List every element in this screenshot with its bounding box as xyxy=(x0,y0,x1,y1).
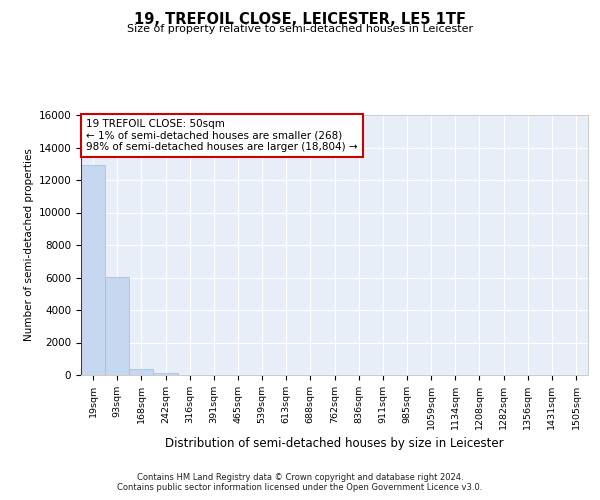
Bar xyxy=(81,166,105,375)
Bar xyxy=(154,372,178,375)
Text: 19 TREFOIL CLOSE: 50sqm
← 1% of semi-detached houses are smaller (268)
98% of se: 19 TREFOIL CLOSE: 50sqm ← 1% of semi-det… xyxy=(86,119,358,152)
X-axis label: Distribution of semi-detached houses by size in Leicester: Distribution of semi-detached houses by … xyxy=(165,438,504,450)
Y-axis label: Number of semi-detached properties: Number of semi-detached properties xyxy=(25,148,34,342)
Text: Contains public sector information licensed under the Open Government Licence v3: Contains public sector information licen… xyxy=(118,484,482,492)
Bar xyxy=(105,276,129,375)
Text: 19, TREFOIL CLOSE, LEICESTER, LE5 1TF: 19, TREFOIL CLOSE, LEICESTER, LE5 1TF xyxy=(134,12,466,28)
Bar xyxy=(129,369,154,375)
Text: Size of property relative to semi-detached houses in Leicester: Size of property relative to semi-detach… xyxy=(127,24,473,34)
Text: Contains HM Land Registry data © Crown copyright and database right 2024.: Contains HM Land Registry data © Crown c… xyxy=(137,472,463,482)
